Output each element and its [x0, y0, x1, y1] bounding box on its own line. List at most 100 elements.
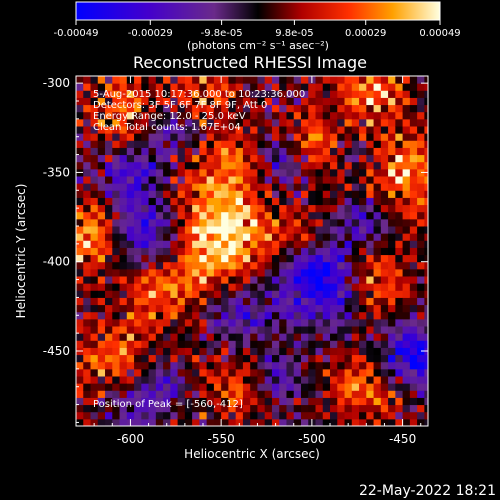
- heatmap-cell: [293, 376, 302, 384]
- heatmap-cell: [388, 297, 396, 306]
- heatmap-cell: [359, 161, 367, 170]
- heatmap-cell: [206, 261, 215, 270]
- heatmap-cell: [308, 226, 317, 234]
- heatmap-cell: [155, 397, 164, 406]
- heatmap-cell: [170, 383, 179, 391]
- heatmap-cell: [134, 233, 142, 241]
- heatmap-cell: [206, 233, 215, 241]
- heatmap-cell: [257, 104, 266, 113]
- heatmap-cell: [330, 361, 338, 370]
- heatmap-cell: [206, 347, 215, 356]
- heatmap-cell: [119, 118, 128, 127]
- heatmap-cell: [417, 133, 425, 141]
- heatmap-cell: [192, 154, 200, 163]
- heatmap-cell: [402, 204, 411, 213]
- heatmap-cell: [366, 204, 375, 213]
- heatmap-cell: [388, 390, 396, 398]
- heatmap-cell: [76, 90, 84, 98]
- heatmap-cell: [344, 340, 353, 348]
- heatmap-cell: [177, 240, 186, 248]
- heatmap-cell: [228, 168, 237, 177]
- heatmap-cell: [119, 404, 128, 413]
- heatmap-cell: [141, 104, 150, 113]
- heatmap-cell: [141, 397, 150, 406]
- heatmap-cell: [286, 226, 295, 234]
- heatmap-cell: [388, 140, 396, 148]
- heatmap-cell: [308, 390, 317, 398]
- heatmap-cell: [155, 318, 164, 327]
- heatmap-cell: [199, 268, 208, 277]
- heatmap-cell: [221, 283, 229, 291]
- heatmap-cell: [192, 354, 200, 363]
- heatmap-cell: [163, 90, 171, 98]
- heatmap-cell: [373, 326, 382, 334]
- heatmap-cell: [417, 368, 425, 377]
- heatmap-cell: [380, 383, 389, 391]
- heatmap-cell: [250, 418, 258, 426]
- heatmap-cell: [373, 411, 382, 420]
- heatmap-cell: [184, 183, 193, 191]
- heatmap-cell: [242, 361, 251, 370]
- heatmap-cell: [192, 183, 200, 191]
- heatmap-cell: [148, 233, 157, 241]
- heatmap-cell: [257, 254, 266, 263]
- heatmap-cell: [344, 76, 353, 84]
- heatmap-cell: [250, 361, 258, 370]
- heatmap-cell: [359, 218, 367, 227]
- heatmap-cell: [264, 397, 273, 406]
- heatmap-cell: [322, 283, 331, 291]
- heatmap-cell: [177, 390, 186, 398]
- heatmap-cell: [388, 368, 396, 377]
- heatmap-cell: [308, 397, 317, 406]
- heatmap-cell: [293, 111, 302, 120]
- heatmap-cell: [141, 297, 150, 306]
- heatmap-cell: [221, 268, 229, 277]
- heatmap-cell: [395, 154, 404, 163]
- heatmap-cell: [206, 254, 215, 263]
- heatmap-cell: [192, 133, 200, 141]
- heatmap-cell: [279, 404, 287, 413]
- heatmap-cell: [228, 154, 237, 163]
- heatmap-cell: [293, 304, 302, 313]
- heatmap-cell: [83, 183, 92, 191]
- heatmap-cell: [279, 397, 287, 406]
- heatmap-cell: [417, 218, 425, 227]
- heatmap-cell: [300, 233, 309, 241]
- heatmap-cell: [184, 176, 193, 184]
- heatmap-cell: [395, 411, 404, 420]
- heatmap-cell: [206, 204, 215, 213]
- heatmap-cell: [177, 383, 186, 391]
- heatmap-cell: [163, 176, 171, 184]
- heatmap-cell: [359, 261, 367, 270]
- heatmap-cell: [199, 283, 208, 291]
- heatmap-cell: [359, 233, 367, 241]
- heatmap-cell: [250, 404, 258, 413]
- heatmap-cell: [141, 233, 150, 241]
- heatmap-cell: [170, 361, 179, 370]
- heatmap-cell: [344, 190, 353, 198]
- heatmap-cell: [337, 154, 346, 163]
- heatmap-cell: [395, 397, 404, 406]
- heatmap-cell: [184, 240, 193, 248]
- heatmap-cell: [417, 290, 425, 298]
- heatmap-cell: [359, 240, 367, 248]
- heatmap-cell: [83, 347, 92, 356]
- heatmap-cell: [279, 368, 287, 377]
- heatmap-cell: [417, 126, 425, 134]
- heatmap-cell: [337, 226, 346, 234]
- heatmap-cell: [148, 76, 157, 84]
- heatmap-cell: [242, 168, 251, 177]
- heatmap-cell: [293, 83, 302, 91]
- heatmap-cell: [359, 183, 367, 191]
- heatmap-cell: [308, 318, 317, 327]
- heatmap-cell: [119, 340, 128, 348]
- heatmap-cell: [242, 197, 251, 206]
- heatmap-cell: [279, 111, 287, 120]
- heatmap-cell: [388, 304, 396, 313]
- heatmap-cell: [250, 168, 258, 177]
- heatmap-cell: [286, 218, 295, 227]
- heatmap-cell: [83, 304, 92, 313]
- heatmap-cell: [417, 147, 425, 156]
- heatmap-cell: [424, 104, 428, 113]
- heatmap-cell: [90, 390, 99, 398]
